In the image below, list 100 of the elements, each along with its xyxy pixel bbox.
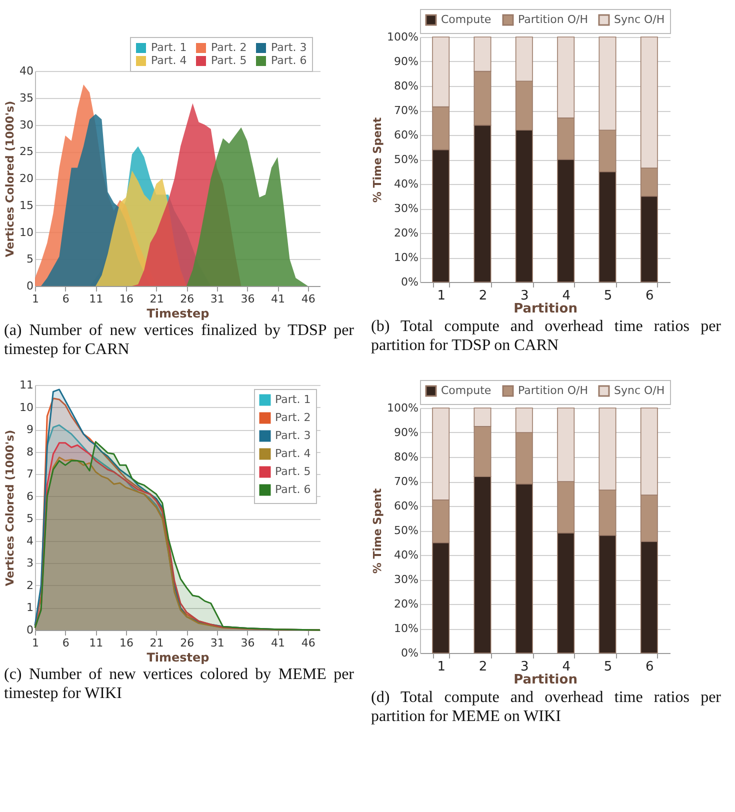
- y-tick-label: 60%: [394, 128, 418, 142]
- y-tick-label: 0%: [401, 276, 418, 288]
- y-tick-label: 10%: [394, 251, 418, 264]
- y-tick-label: 2: [26, 578, 34, 592]
- y-tick-label: 100%: [387, 30, 418, 44]
- legend-label: Part. 1: [275, 393, 311, 406]
- x-tick-label: 3: [520, 288, 529, 304]
- y-tick-label: 5: [26, 252, 34, 266]
- y-tick-label: 11: [20, 378, 34, 392]
- y-tick-label: 10%: [394, 622, 418, 635]
- y-tick-label: 8: [26, 445, 34, 458]
- y-tick-label: 80%: [394, 80, 418, 92]
- y-tick-label: 30%: [394, 573, 418, 586]
- x-tick-label: 5: [604, 288, 612, 304]
- text: (b) Total compute and overhead time ratios per partition for TDSP on CARN: [370, 317, 722, 355]
- x-tick-label: 6: [646, 288, 654, 304]
- x-tick-label: 21: [150, 292, 164, 306]
- y-tick-label: 100%: [387, 402, 418, 414]
- x-tick-label: 4: [562, 288, 570, 304]
- y-tick-label: 5: [26, 512, 34, 526]
- y-tick-label: 1: [26, 601, 34, 614]
- x-tick-label: 6: [62, 636, 70, 650]
- x-axis-title: Timestep: [146, 306, 210, 320]
- legend-label: Partition O/H: [518, 384, 588, 397]
- legend-label: Partition O/H: [518, 13, 588, 26]
- x-axis-title: Partition: [514, 302, 578, 316]
- y-tick-label: 25: [20, 145, 34, 158]
- y-tick-label: 0: [26, 624, 34, 636]
- x-tick-label: 3: [520, 660, 529, 674]
- y-tick-label: 3: [26, 556, 34, 570]
- x-axis-title: Partition: [514, 672, 578, 688]
- x-tick-label: 36: [240, 292, 255, 306]
- x-tick-label: 31: [210, 636, 224, 650]
- legend-label: Part. 6: [271, 54, 307, 67]
- x-tick-label: 2: [478, 660, 488, 674]
- y-tick-label: 90%: [394, 55, 418, 68]
- text: (a) Number of new vertices finalized by TDSP per timestep for CARN: [3, 321, 355, 359]
- text: (c) Number of new vertices colored by MEME per timestep for WIKI: [3, 665, 355, 703]
- y-tick-label: 35: [20, 91, 34, 104]
- x-tick-label: 4: [562, 660, 570, 674]
- y-tick-label: 70%: [394, 104, 418, 117]
- y-axis-title: % Time Spent: [371, 117, 384, 203]
- legend-label: Part. 5: [275, 465, 311, 478]
- legend-label: Part. 6: [275, 483, 311, 496]
- x-tick-label: 16: [119, 636, 134, 650]
- y-axis-title: Vertices Colored (1000's): [4, 430, 17, 586]
- x-tick-label: 21: [150, 636, 164, 650]
- legend-label: Sync O/H: [614, 13, 665, 26]
- x-tick-label: 6: [646, 660, 654, 674]
- x-tick-label: 26: [180, 636, 194, 650]
- legend-label: Part. 1: [151, 41, 187, 54]
- x-tick-label: 1: [437, 288, 446, 304]
- y-tick-label: 50%: [394, 524, 418, 537]
- y-tick-label: 20%: [394, 598, 418, 610]
- y-tick-label: 30: [20, 118, 34, 132]
- x-tick-label: 1: [437, 660, 446, 674]
- y-axis-title: % Time Spent: [371, 488, 384, 574]
- y-tick-label: 9: [26, 423, 34, 436]
- y-tick-label: 50%: [394, 153, 418, 166]
- y-tick-label: 10: [20, 226, 34, 239]
- legend-label: Part. 2: [211, 41, 247, 54]
- legend-label: Part. 4: [275, 447, 311, 460]
- y-tick-label: 15: [20, 198, 34, 212]
- x-tick-label: 46: [301, 636, 316, 650]
- x-tick-label: 2: [478, 288, 488, 304]
- legend-label: Compute: [441, 384, 492, 397]
- y-tick-label: 40%: [394, 178, 418, 190]
- x-tick-label: 26: [180, 292, 194, 306]
- x-tick-label: 5: [604, 660, 612, 674]
- legend-label: Part. 5: [211, 54, 247, 67]
- y-tick-label: 0: [26, 280, 34, 292]
- legend-label: Part. 3: [271, 41, 307, 54]
- y-tick-label: 70%: [394, 475, 418, 488]
- y-tick-label: 10: [20, 400, 34, 414]
- y-tick-label: 90%: [394, 426, 418, 439]
- y-tick-label: 30%: [394, 202, 418, 215]
- legend-label: Part. 3: [275, 429, 311, 442]
- x-axis-title: Timestep: [146, 650, 210, 664]
- x-tick-label: 41: [271, 636, 286, 650]
- legend-label: Part. 2: [275, 411, 311, 424]
- x-tick-label: 6: [62, 292, 70, 306]
- legend-label: Sync O/H: [614, 384, 665, 397]
- x-tick-label: 31: [210, 292, 224, 306]
- x-tick-label: 16: [119, 292, 134, 306]
- y-tick-label: 7: [26, 468, 34, 481]
- x-tick-label: 11: [89, 292, 104, 306]
- y-tick-label: 20%: [394, 226, 418, 240]
- legend-label: Compute: [441, 13, 492, 26]
- y-axis-title: Vertices Colored (1000's): [4, 100, 17, 258]
- y-tick-label: 4: [26, 534, 34, 548]
- y-tick-label: 40%: [394, 548, 418, 562]
- y-tick-label: 6: [26, 490, 34, 503]
- x-tick-label: 41: [271, 292, 286, 306]
- x-tick-label: 11: [89, 636, 104, 650]
- text: (d) Total compute and overhead time ratios per partition for MEME on WIKI: [370, 688, 722, 726]
- y-tick-label: 80%: [394, 450, 418, 464]
- x-tick-label: 36: [240, 636, 255, 650]
- x-tick-label: 46: [301, 292, 316, 306]
- y-tick-label: 60%: [394, 500, 418, 512]
- y-tick-label: 20: [20, 172, 34, 185]
